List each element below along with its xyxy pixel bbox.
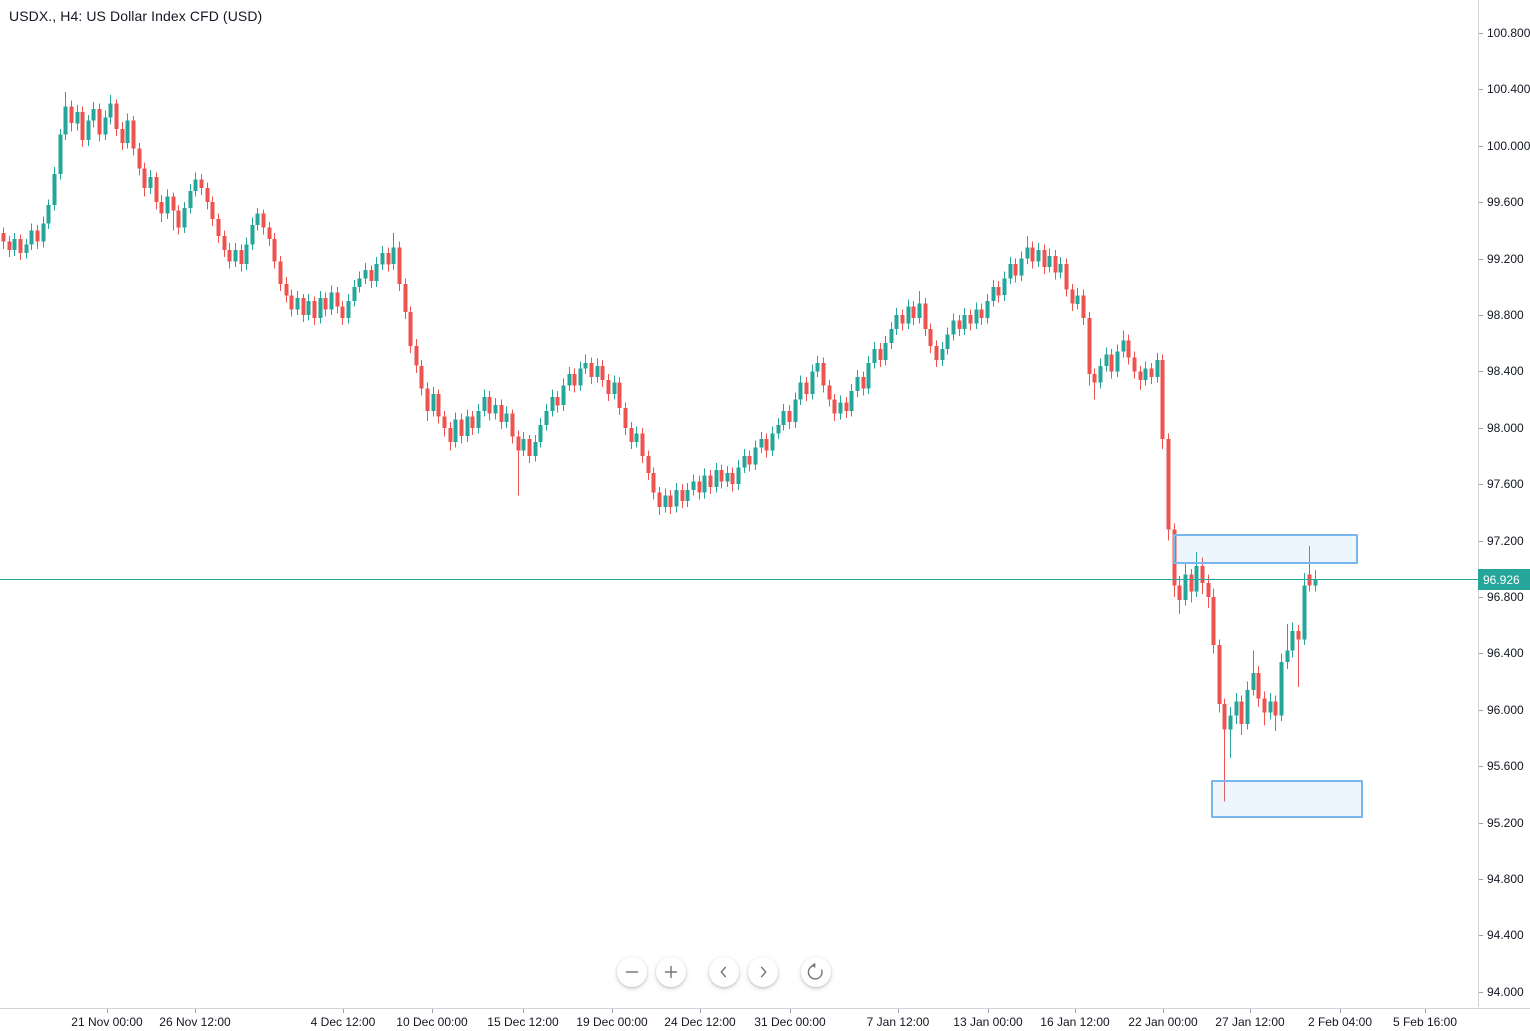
time-tick-label: 15 Dec 12:00 [487, 1015, 559, 1029]
time-tick-label: 4 Dec 12:00 [310, 1015, 376, 1029]
time-tick-mark [898, 1009, 899, 1013]
time-tick-mark [432, 1009, 433, 1013]
time-tick-mark [107, 1009, 108, 1013]
time-tick-mark [1250, 1009, 1251, 1013]
time-tick-label: 22 Jan 00:00 [1128, 1015, 1198, 1029]
time-tick-label: 19 Dec 00:00 [576, 1015, 648, 1029]
price-tick-label: 100.000 [1479, 139, 1530, 153]
time-tick-mark [195, 1009, 196, 1013]
price-tick-label: 95.600 [1479, 759, 1524, 773]
time-tick-mark [700, 1009, 701, 1013]
price-tick-label: 97.600 [1479, 477, 1524, 491]
price-tick-label: 100.800 [1479, 26, 1530, 40]
current-price-line [0, 579, 1478, 580]
minus-icon [621, 961, 643, 983]
price-tick-label: 94.400 [1479, 928, 1524, 942]
price-axis[interactable]: 100.800 100.400 100.000 99.600 99.200 98.800 9… [1478, 0, 1530, 1007]
time-tick-label: 21 Nov 00:00 [71, 1015, 143, 1029]
candlestick-canvas[interactable] [0, 0, 1478, 1007]
price-tick-label: 97.200 [1479, 534, 1524, 548]
time-axis[interactable]: 21 Nov 00:00 26 Nov 12:00 4 Dec 12:00 10 De… [0, 1008, 1530, 1031]
chevron-left-icon [713, 961, 735, 983]
resistance-zone-rectangle[interactable] [1173, 534, 1358, 564]
symbol-title: USDX., H4: US Dollar Index CFD (USD) [9, 8, 263, 24]
time-tick-mark [343, 1009, 344, 1013]
time-tick-label: 7 Jan 12:00 [866, 1015, 930, 1029]
time-tick-label: 10 Dec 00:00 [396, 1015, 468, 1029]
zoom-out-button[interactable] [617, 957, 647, 987]
price-tick-label: 98.000 [1479, 421, 1524, 435]
price-tick-label: 98.800 [1479, 308, 1524, 322]
price-tick-label: 94.800 [1479, 872, 1524, 886]
time-tick-mark [1163, 1009, 1164, 1013]
price-tick-label: 99.200 [1479, 252, 1524, 266]
time-tick-mark [790, 1009, 791, 1013]
time-tick-label: 5 Feb 16:00 [1392, 1015, 1458, 1029]
time-tick-label: 13 Jan 00:00 [953, 1015, 1023, 1029]
time-tick-mark [1425, 1009, 1426, 1013]
price-tick-label: 96.800 [1479, 590, 1524, 604]
time-tick-label: 24 Dec 12:00 [664, 1015, 736, 1029]
chart-pane[interactable] [0, 0, 1478, 1007]
price-tick-label: 94.000 [1479, 985, 1524, 999]
reset-chart-button[interactable] [801, 957, 831, 987]
current-price-badge: 96.926 [1478, 569, 1530, 590]
plus-icon [660, 961, 682, 983]
time-tick-mark [612, 1009, 613, 1013]
price-tick-label: 99.600 [1479, 195, 1524, 209]
price-tick-label: 96.400 [1479, 646, 1524, 660]
time-tick-mark [1075, 1009, 1076, 1013]
price-tick-label: 95.200 [1479, 816, 1524, 830]
time-tick-label: 27 Jan 12:00 [1215, 1015, 1285, 1029]
time-tick-label: 31 Dec 00:00 [754, 1015, 826, 1029]
time-tick-label: 2 Feb 04:00 [1307, 1015, 1373, 1029]
time-tick-mark [988, 1009, 989, 1013]
time-tick-mark [1340, 1009, 1341, 1013]
scroll-left-button[interactable] [709, 957, 739, 987]
chevron-right-icon [752, 961, 774, 983]
price-tick-label: 100.400 [1479, 82, 1530, 96]
reset-icon [805, 961, 827, 983]
scroll-right-button[interactable] [748, 957, 778, 987]
time-tick-label: 26 Nov 12:00 [159, 1015, 231, 1029]
price-tick-label: 96.000 [1479, 703, 1524, 717]
zoom-in-button[interactable] [656, 957, 686, 987]
support-zone-rectangle[interactable] [1211, 780, 1363, 818]
time-tick-label: 16 Jan 12:00 [1040, 1015, 1110, 1029]
price-tick-label: 98.400 [1479, 364, 1524, 378]
time-tick-mark [523, 1009, 524, 1013]
